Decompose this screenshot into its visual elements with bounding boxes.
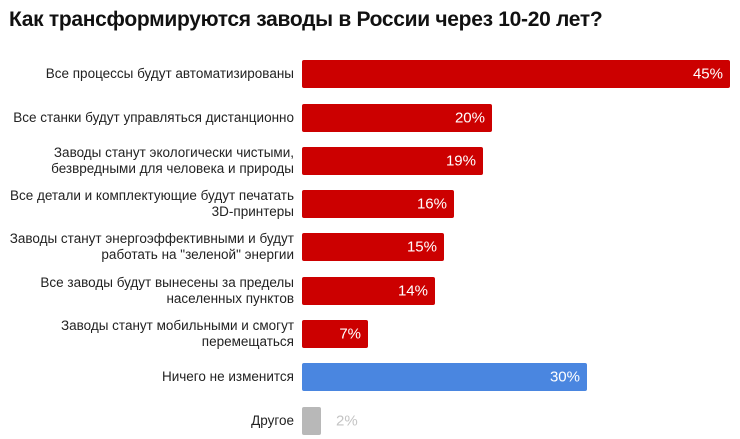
value-label: 2%	[336, 412, 358, 430]
value-label: 19%	[445, 152, 476, 170]
bar-row-relocated: Все заводы будут вынесены за пределы насе…	[0, 275, 740, 307]
bar: 16%	[302, 190, 454, 218]
label-line: перемещаться	[201, 334, 294, 349]
bar-row-automated: Все процессы будут автоматизированы 45%	[0, 60, 740, 88]
label-line: Все станки будут управляться дистанционн…	[13, 110, 294, 125]
value-label: 20%	[454, 109, 485, 127]
value-label: 30%	[549, 368, 580, 386]
bar: 30%	[302, 363, 587, 391]
label-line: Ничего не изменится	[161, 369, 294, 384]
value-label: 14%	[397, 282, 428, 300]
bar: 45%	[302, 60, 730, 88]
bar-row-mobile: Заводы станут мобильными и смогут перемещ…	[0, 318, 740, 350]
label-line: населенных пунктов	[166, 291, 294, 306]
category-label: Заводы станут энергоэффективными и будут…	[10, 231, 294, 263]
category-label: Все детали и комплектующие будут печатат…	[10, 188, 294, 220]
value-label: 45%	[692, 65, 723, 83]
category-label: Ничего не изменится	[162, 369, 294, 385]
bar: 19%	[302, 147, 483, 175]
label-line: 3D-принтеры	[211, 204, 294, 219]
bar-row-eco: Заводы станут экологически чистыми, безвр…	[0, 145, 740, 177]
chart-title: Как трансформируются заводы в России чер…	[9, 8, 603, 31]
bar-row-nothing-changes: Ничего не изменится 30%	[0, 363, 740, 391]
label-line: безвредными для человека и природы	[51, 161, 294, 176]
bar-row-3d-printing: Все детали и комплектующие будут печатат…	[0, 188, 740, 220]
value-label: 7%	[339, 325, 361, 343]
category-label: Все заводы будут вынесены за пределы насе…	[40, 275, 294, 307]
bar-row-remote: Все станки будут управляться дистанционн…	[0, 104, 740, 132]
category-label: Заводы станут экологически чистыми, безвр…	[51, 145, 294, 177]
label-line: Заводы станут экологически чистыми,	[53, 145, 294, 160]
bar: 14%	[302, 277, 435, 305]
label-line: Все заводы будут вынесены за пределы	[40, 275, 294, 290]
value-label: 15%	[406, 238, 437, 256]
value-label: 16%	[416, 195, 447, 213]
label-line: Все процессы будут автоматизированы	[45, 66, 294, 81]
category-label: Заводы станут мобильными и смогут перемещ…	[61, 318, 294, 350]
category-label: Все процессы будут автоматизированы	[46, 66, 294, 82]
label-line: Заводы станут энергоэффективными и будут	[9, 231, 294, 246]
label-line: работать на "зеленой" энергии	[101, 247, 294, 262]
bar-row-other: Другое 2%	[0, 407, 740, 435]
bar	[302, 407, 321, 435]
label-line: Другое	[251, 413, 294, 428]
bar: 15%	[302, 233, 444, 261]
category-label: Другое	[251, 413, 294, 429]
label-line: Заводы станут мобильными и смогут	[60, 318, 294, 333]
category-label: Все станки будут управляться дистанционн…	[13, 110, 294, 126]
bar: 20%	[302, 104, 492, 132]
bar: 7%	[302, 320, 368, 348]
label-line: Все детали и комплектующие будут печатат…	[9, 188, 294, 203]
bar-row-green-energy: Заводы станут энергоэффективными и будут…	[0, 231, 740, 263]
